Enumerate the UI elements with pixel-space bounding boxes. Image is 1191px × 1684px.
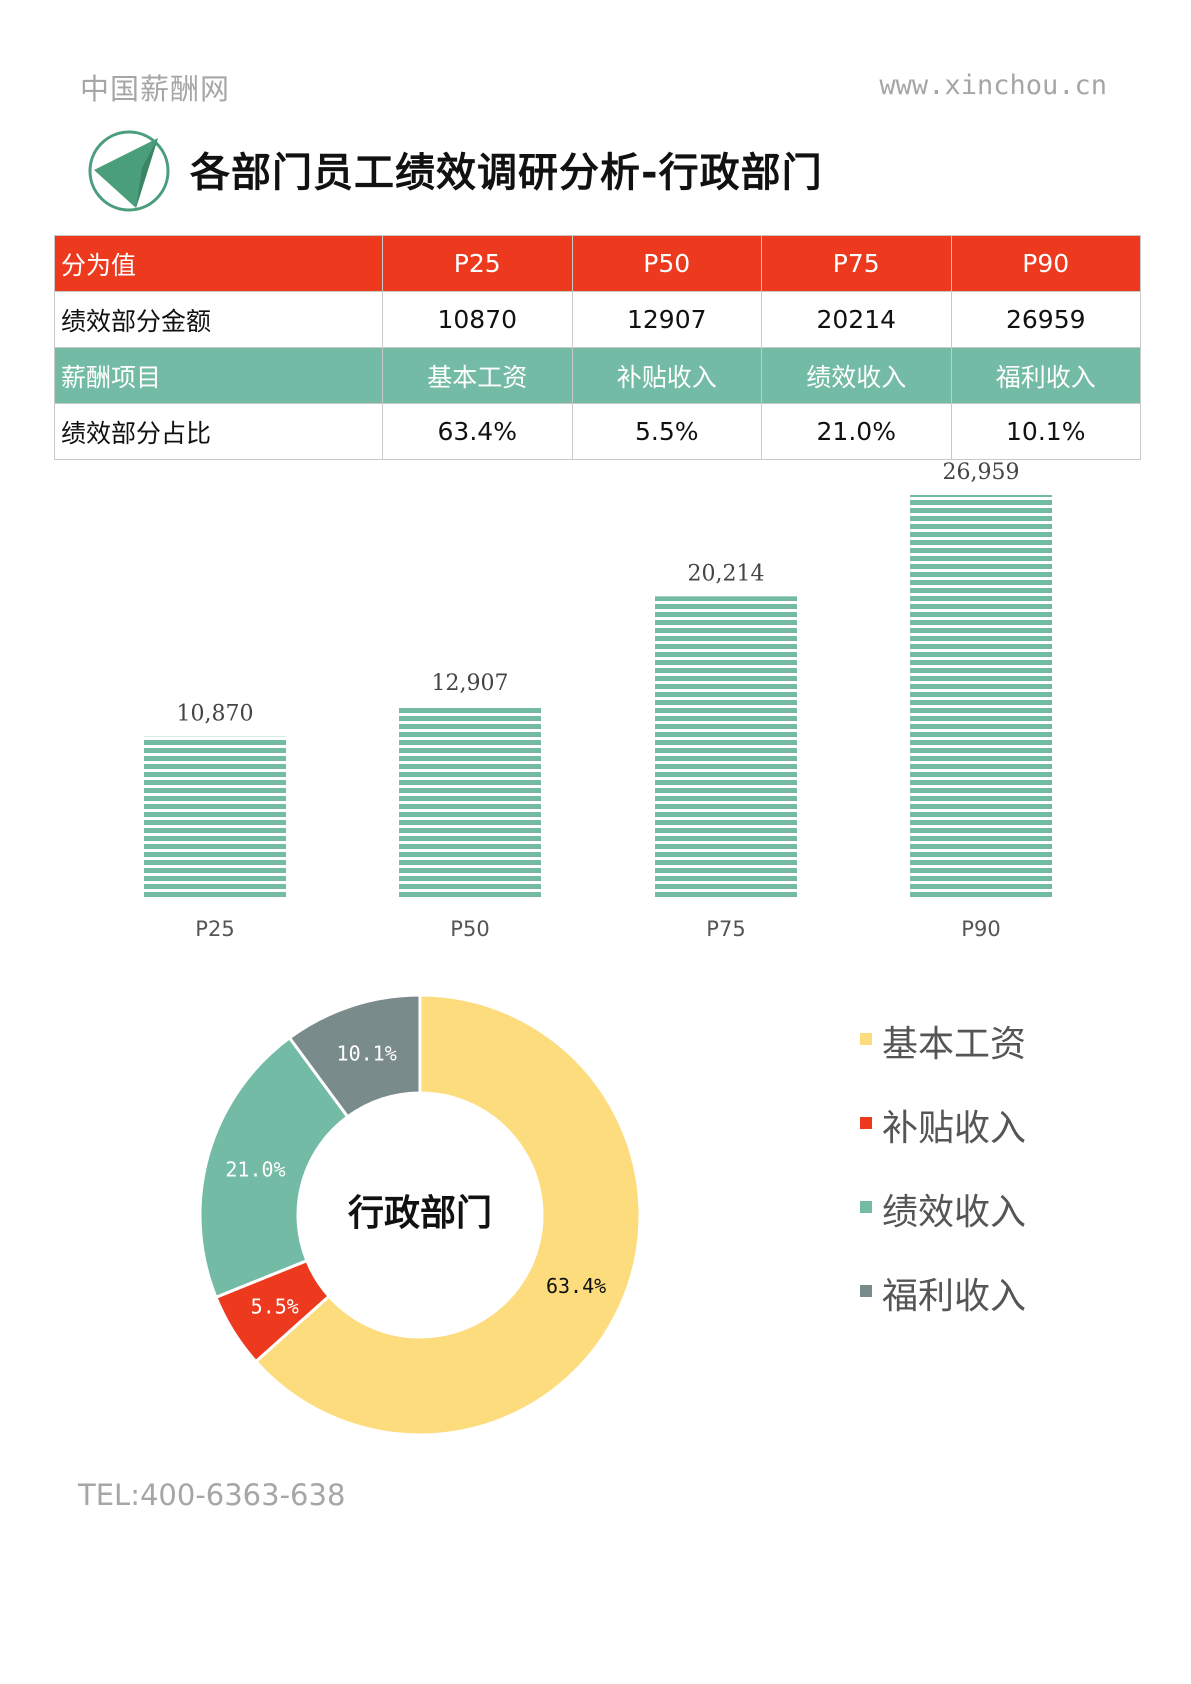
legend-item: 基本工资 [860, 1015, 1026, 1099]
percentile-bar-chart: 10,870 P25 12,907 P50 20,214 P75 26,959 P90 [144, 460, 1052, 941]
legend-item: 绩效收入 [860, 1183, 1026, 1267]
legend-swatch [860, 1201, 872, 1213]
table-cell: 63.4% [382, 403, 573, 460]
table-cell: 薪酬项目 [54, 347, 383, 404]
table-cell: 5.5% [571, 403, 762, 460]
table-cell: 21.0% [761, 403, 952, 460]
table-cell: P90 [950, 235, 1141, 292]
donut-data-label: 10.1% [337, 1042, 397, 1066]
legend-swatch [860, 1285, 872, 1297]
bar-p75 [655, 596, 797, 900]
bar-data-label: 26,959 [943, 460, 1020, 485]
legend-swatch [860, 1033, 872, 1045]
donut-center-label: 行政部门 [348, 1193, 492, 1234]
donut-data-label: 21.0% [225, 1157, 285, 1181]
bar-data-label: 20,214 [688, 561, 765, 586]
bar-p90 [910, 495, 1052, 900]
table-cell: 12907 [571, 291, 762, 348]
pay-item-header-row: 薪酬项目 基本工资 补贴收入 绩效收入 福利收入 [54, 347, 1141, 404]
table-cell: 20214 [761, 291, 952, 348]
table-cell: 绩效部分金额 [54, 291, 383, 348]
bar-p25 [144, 736, 286, 900]
table-cell: 分为值 [54, 235, 383, 292]
bar-data-label: 10,870 [177, 702, 254, 727]
table-cell: 10.1% [950, 403, 1141, 460]
table-cell: 基本工资 [382, 347, 573, 404]
legend-label: 绩效收入 [882, 1192, 1027, 1233]
summary-table: 分为值 P25 P50 P75 P90 绩效部分金额 10870 12907 2… [54, 235, 1141, 460]
legend-label: 补贴收入 [882, 1108, 1027, 1149]
amount-row: 绩效部分金额 10870 12907 20214 26959 [54, 291, 1141, 348]
table-cell: 绩效收入 [761, 347, 952, 404]
donut-data-label: 5.5% [251, 1294, 299, 1318]
legend-label: 基本工资 [882, 1024, 1027, 1065]
footer-phone: TEL:400-6363-638 [78, 1478, 346, 1512]
percentile-header-row: 分为值 P25 P50 P75 P90 [54, 235, 1141, 292]
table-cell: 补贴收入 [571, 347, 762, 404]
x-axis-tick-label: P50 [450, 917, 489, 941]
bar-p50 [399, 706, 541, 900]
donut-slice [198, 1035, 350, 1300]
table-cell: 福利收入 [950, 347, 1141, 404]
triangle-logo-icon [88, 130, 170, 212]
page-title: 各部门员工绩效调研分析-行政部门 [190, 150, 823, 196]
legend-item: 补贴收入 [860, 1099, 1026, 1183]
legend-label: 福利收入 [882, 1276, 1027, 1317]
table-cell: 绩效部分占比 [54, 403, 383, 460]
legend-swatch [860, 1117, 872, 1129]
x-axis-tick-label: P75 [706, 917, 745, 941]
share-row: 绩效部分占比 63.4% 5.5% 21.0% 10.1% [54, 403, 1141, 460]
pay-structure-donut-chart: 行政部门 63.4% 5.5% 21.0% 10.1% [198, 993, 642, 1437]
site-url[interactable]: www.xinchou.cn [879, 70, 1107, 101]
table-cell: P50 [571, 235, 762, 292]
x-axis-tick-label: P25 [195, 917, 234, 941]
x-axis-tick-label: P90 [961, 917, 1000, 941]
table-cell: 26959 [950, 291, 1141, 348]
table-cell: 10870 [382, 291, 573, 348]
donut-slice [253, 993, 642, 1437]
donut-legend: 基本工资 补贴收入 绩效收入 福利收入 [860, 1015, 1026, 1351]
donut-data-label: 63.4% [546, 1274, 606, 1298]
donut-slice [287, 993, 422, 1119]
table-cell: P25 [382, 235, 573, 292]
bar-data-label: 12,907 [432, 671, 509, 696]
table-cell: P75 [761, 235, 952, 292]
legend-item: 福利收入 [860, 1267, 1026, 1351]
site-name: 中国薪酬网 [80, 72, 231, 106]
